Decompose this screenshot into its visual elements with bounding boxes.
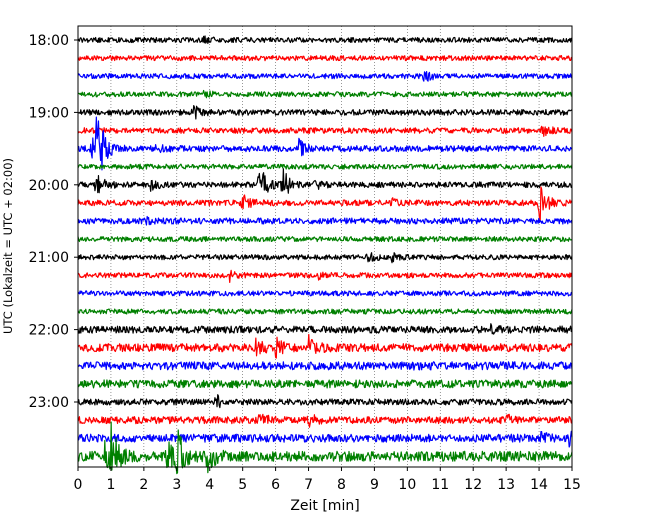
seismic-trace (77, 125, 573, 137)
seismic-trace (77, 323, 573, 335)
x-tick-label: 15 (563, 477, 581, 493)
x-tick-label: 9 (370, 477, 379, 493)
x-tick-label: 4 (205, 477, 214, 493)
y-axis-label: UTC (Lokalzeit = UTC + 02:00) (1, 158, 15, 334)
x-tick-label: 7 (304, 477, 313, 493)
x-tick-label: 12 (464, 477, 482, 493)
y-tick-label: 21:00 (29, 250, 69, 266)
x-tick-label: 0 (74, 477, 83, 493)
seismic-trace (77, 105, 573, 120)
seismic-trace (78, 269, 573, 284)
y-tick-label: 22:00 (29, 323, 69, 339)
y-tick-label: 19:00 (29, 105, 69, 121)
seismic-trace (77, 236, 573, 243)
y-tick-label: 23:00 (29, 395, 69, 411)
x-tick-label: 5 (238, 477, 247, 493)
seismic-trace (77, 430, 573, 448)
seismic-trace (77, 168, 573, 194)
seismic-trace (77, 35, 573, 45)
seismic-trace (77, 290, 573, 297)
x-axis-ticks: 0 1 2 3 4 5 6 7 8 9 10 11 12 13 14 15 (74, 467, 581, 493)
seismic-trace (77, 70, 573, 82)
seismic-trace (77, 308, 573, 315)
x-tick-label: 3 (172, 477, 181, 493)
seismic-trace (77, 333, 573, 359)
plot-frame (77, 25, 573, 468)
seismic-trace (77, 89, 573, 99)
x-tick-label: 13 (497, 477, 515, 493)
seismic-trace (77, 421, 573, 475)
x-tick-label: 11 (431, 477, 449, 493)
seismic-trace (77, 394, 573, 409)
seismic-trace (77, 252, 573, 264)
seismic-trace (77, 379, 573, 389)
x-tick-label: 14 (530, 477, 548, 493)
x-axis-label: Zeit [min] (290, 498, 359, 514)
seismic-trace (77, 55, 573, 62)
seismic-trace (77, 186, 573, 222)
seismic-trace (77, 361, 573, 371)
y-axis-ticks: 18:00 19:00 20:00 21:00 22:00 23:00 (29, 33, 78, 411)
y-tick-label: 18:00 (29, 33, 69, 49)
x-tick-label: 6 (271, 477, 280, 493)
y-tick-label: 20:00 (29, 178, 69, 194)
trace-group (77, 35, 573, 475)
x-tick-label: 1 (106, 477, 115, 493)
seismic-trace (77, 413, 573, 428)
seismic-trace (77, 116, 573, 171)
seismic-trace (77, 215, 573, 226)
seismic-trace (77, 163, 573, 170)
x-tick-label: 8 (337, 477, 346, 493)
x-tick-label: 2 (139, 477, 148, 493)
x-tick-label: 10 (398, 477, 416, 493)
